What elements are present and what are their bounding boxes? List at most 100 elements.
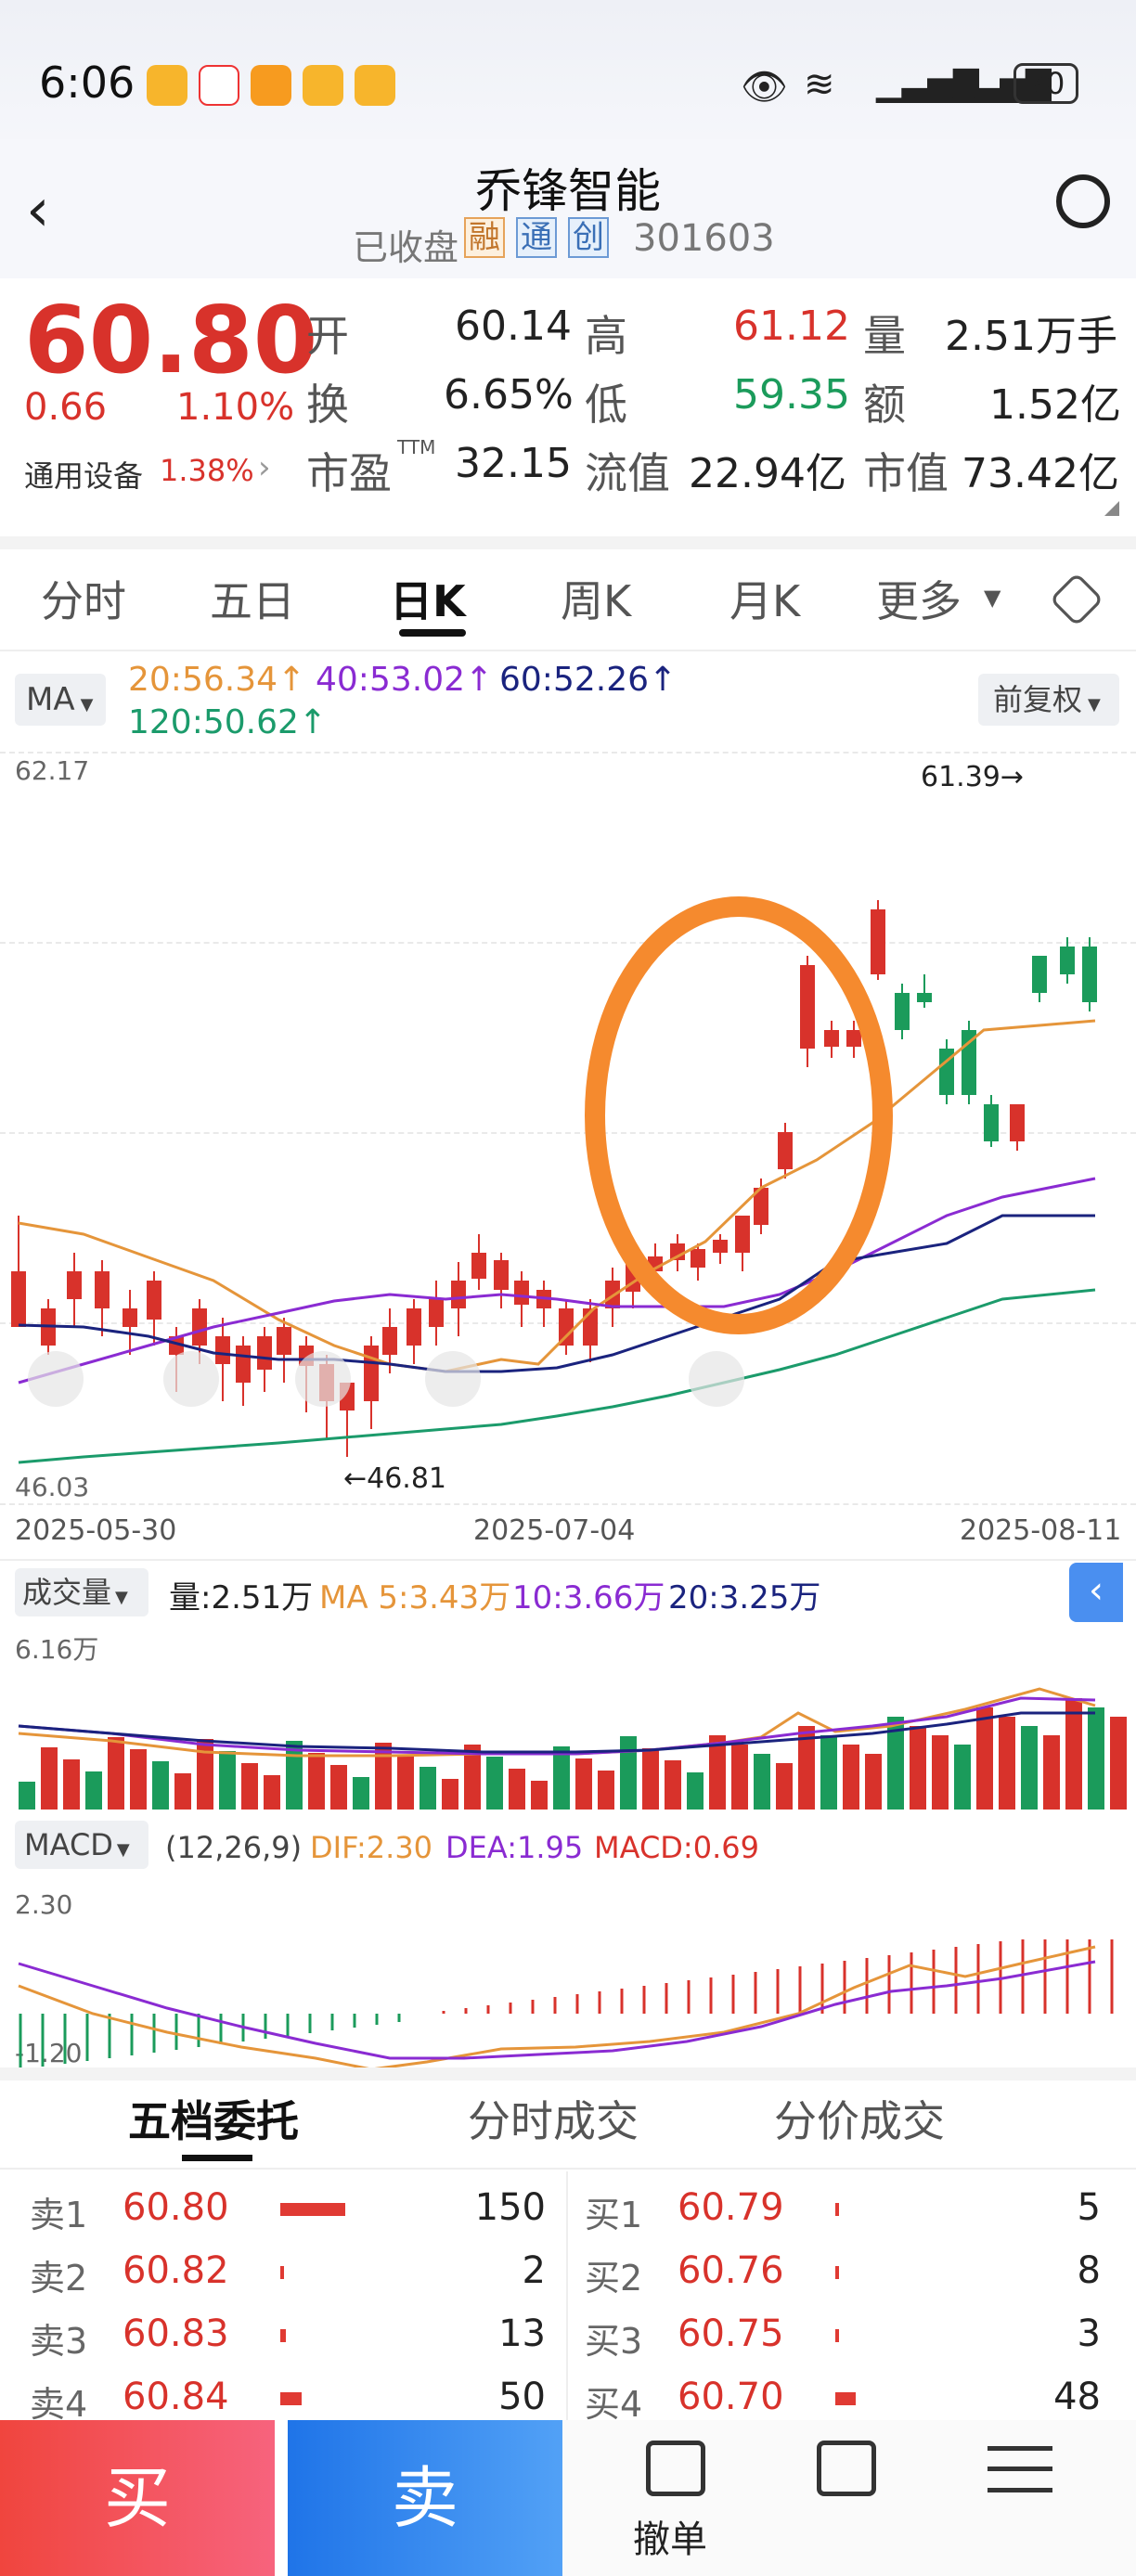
adjust-selector[interactable]: 前复权 ▼ [978,674,1119,726]
ma-selector-label: MA [26,681,75,718]
candle-body [691,1249,705,1268]
level-price: 60.70 [678,2376,784,2418]
undo-icon[interactable] [646,2441,705,2496]
ask-row[interactable]: 卖3 60.83 13 [13,2309,561,2364]
macd-selector-label: MACD [24,1827,113,1862]
low-label: 低 [585,380,627,430]
tab-order-book[interactable]: 五档委托 [128,2096,299,2146]
pe-ttm-label: TTM [397,436,436,458]
volume-ma5: MA 5:3.43万 [319,1579,511,1616]
divider [0,2067,1136,2080]
level-qty: 48 [1053,2376,1101,2418]
tab-five-day[interactable]: 五日 [210,576,295,626]
candle-body [407,1308,421,1346]
volume-bar [954,1745,971,1810]
candle-body [846,1030,861,1047]
ma120-line [18,1288,1096,1464]
status-time: 6:06 [39,58,136,108]
grid-line [0,752,1136,753]
level-volume-bar [835,2266,840,2279]
tab-more[interactable]: 更多 [876,576,962,626]
ask-row[interactable]: 卖2 60.82 2 [13,2246,561,2301]
volume-bar [85,1771,102,1810]
divider [0,1559,1136,1561]
collapse-panel-icon[interactable]: ‹ [1069,1563,1123,1622]
candle-body [364,1346,379,1401]
tab-tick-trades[interactable]: 分时成交 [468,2096,639,2146]
buy-button[interactable]: 买 [0,2420,275,2576]
tab-monthly-k[interactable]: 月K [729,576,801,626]
volume-bar [820,1735,837,1810]
open-label: 开 [306,311,349,361]
macd-dif-line [18,1945,1096,2069]
macd-selector[interactable]: MACD ▼ [15,1821,148,1869]
volume-bar [353,1777,369,1810]
menu-icon[interactable] [988,2446,1052,2492]
bid-row[interactable]: 买4 60.70 48 [568,2372,1116,2428]
stock-name: 乔锋智能 [475,164,661,218]
highlight-circle-annotation [585,896,893,1334]
tab-daily-k[interactable]: 日K [390,576,466,626]
level-price: 60.83 [123,2312,229,2355]
market-cap-value: 73.42亿 [962,450,1119,497]
volume-bar [887,1717,904,1810]
settings-hexagon-icon[interactable] [1049,572,1104,627]
volume-selector[interactable]: 成交量 ▼ [15,1568,148,1616]
open-value: 60.14 [455,303,572,350]
volume-ma20: 20:3.25万 [668,1579,821,1616]
back-icon[interactable]: ‹ [26,176,50,245]
level-qty: 8 [1077,2249,1101,2292]
tab-intraday[interactable]: 分时 [41,576,126,626]
battery-indicator: 70 [1013,63,1078,104]
tab-weekly-k[interactable]: 周K [561,576,632,626]
fullscreen-button [689,1351,744,1407]
search-icon[interactable] [1056,174,1110,228]
date-label-mid: 2025-07-04 [473,1514,636,1547]
low-value: 59.35 [733,371,850,419]
kline-chart[interactable] [0,752,1136,1503]
volume-y-max: 6.16万 [15,1634,99,1665]
level-volume-bar [835,2203,839,2216]
chevron-right-icon[interactable]: › [258,449,271,486]
sector-name[interactable]: 通用设备 [24,458,144,494]
edit-icon[interactable] [817,2441,876,2496]
cancel-order-label[interactable]: 撤单 [633,2518,707,2561]
chevron-down-icon: ▼ [115,1588,128,1607]
volume-bar [152,1761,169,1810]
candle-body [147,1281,161,1320]
sell-button[interactable]: 卖 [288,2420,562,2576]
ma40-value: 40:53.02↑ [316,661,494,699]
candle-body [192,1308,207,1346]
ask-row[interactable]: 卖4 60.84 50 [13,2372,561,2428]
ma60-line [18,1214,1095,1373]
volume-bar [41,1747,58,1810]
level-price: 60.82 [123,2249,229,2292]
sector-pct[interactable]: 1.38% [160,453,254,488]
volume-bar [19,1782,35,1810]
expand-corner-icon[interactable] [1104,501,1119,516]
volume-ma20-line [18,1711,1095,1754]
bid-row[interactable]: 买2 60.76 8 [568,2246,1116,2301]
tab-price-volume[interactable]: 分价成交 [774,2096,945,2146]
ma-selector[interactable]: MA ▼ [15,674,106,726]
candle-body [824,1030,839,1047]
candle-body [895,993,910,1030]
bid-row[interactable]: 买3 60.75 3 [568,2309,1116,2364]
level-volume-bar [835,2329,839,2342]
candle-body [67,1271,82,1299]
macd-chart[interactable] [0,1912,1136,2069]
bid-row[interactable]: 买1 60.79 5 [568,2183,1116,2238]
quote-panel: 60.80 0.66 1.10% 通用设备 1.38% › 开 60.14 高 … [0,278,1136,529]
zoom-in-button [295,1351,351,1407]
candle-body [1010,1104,1025,1141]
volume-bar [620,1736,637,1810]
weibo-app-icon-2 [303,65,343,106]
ask-row[interactable]: 卖1 60.80 150 [13,2183,561,2238]
candle-body [95,1271,110,1308]
divider [0,2168,1136,2170]
level-volume-bar [280,2392,303,2405]
date-label-start: 2025-05-30 [15,1514,177,1547]
price-change-pct: 1.10% [176,386,295,429]
volume-chart[interactable] [0,1624,1136,1810]
chevron-down-icon[interactable]: ▼ [984,585,1001,611]
